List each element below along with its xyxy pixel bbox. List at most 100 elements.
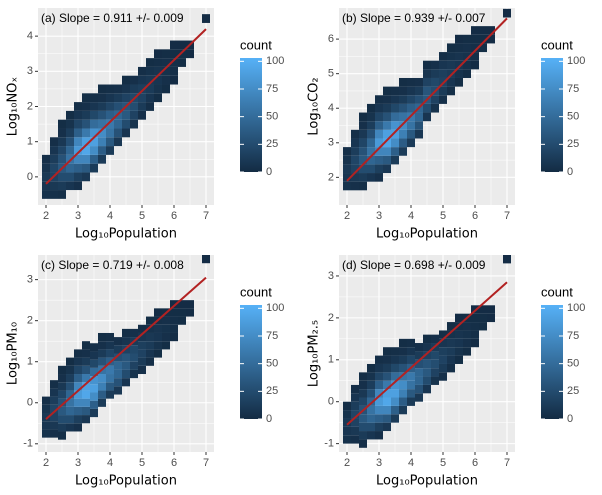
tile: [98, 84, 106, 94]
tile: [66, 172, 74, 182]
tile: [122, 119, 130, 129]
tile: [431, 77, 439, 87]
tile: [90, 154, 98, 164]
tile: [58, 406, 66, 416]
tile: [359, 380, 367, 390]
tile: [503, 255, 511, 264]
tile: [106, 365, 114, 375]
tile: [383, 414, 391, 423]
x-tick-label: 2: [43, 210, 49, 222]
tile: [90, 128, 98, 138]
tile: [90, 400, 98, 409]
legend-title: count: [240, 37, 272, 52]
tile: [50, 163, 58, 173]
tile: [50, 396, 58, 405]
x-tick-label: 7: [504, 457, 510, 469]
tile: [130, 353, 138, 362]
tile: [98, 341, 106, 350]
panel-title: (a) Slope = 0.911 +/- 0.009: [41, 11, 184, 25]
tile: [383, 121, 391, 130]
tile: [58, 119, 66, 129]
tile: [58, 390, 66, 399]
tile: [367, 414, 375, 423]
tile: [58, 423, 66, 432]
tile: [106, 119, 114, 129]
tile: [98, 382, 106, 391]
tile: [471, 52, 479, 61]
tile: [399, 77, 407, 87]
tile: [455, 338, 463, 348]
tile: [399, 338, 407, 348]
tile: [423, 60, 431, 70]
tile: [375, 112, 383, 122]
tile: [343, 435, 351, 444]
tile: [463, 322, 471, 331]
tile: [74, 172, 82, 182]
tile: [479, 322, 487, 331]
tile: [146, 341, 154, 350]
x-tick-label: 6: [171, 457, 177, 469]
tile: [375, 422, 383, 432]
x-tick-label: 2: [344, 210, 350, 222]
tile: [351, 426, 359, 436]
tile: [82, 406, 90, 416]
x-tick-label: 6: [171, 210, 177, 222]
tile: [186, 49, 194, 59]
tile: [138, 341, 146, 350]
tile: [455, 77, 463, 87]
tile: [58, 374, 66, 383]
tile: [106, 93, 114, 103]
tile: [154, 93, 162, 103]
fit-line: [45, 276, 207, 420]
tile: [170, 66, 178, 76]
tile: [391, 347, 399, 356]
tile: [90, 93, 98, 103]
tile: [367, 138, 375, 148]
tile: [90, 384, 98, 393]
tile: [455, 52, 463, 61]
tile: [90, 392, 98, 401]
tile: [351, 147, 359, 156]
tile: [82, 163, 90, 173]
tile: [367, 164, 375, 174]
tile: [471, 43, 479, 53]
tile: [439, 363, 447, 373]
tile: [447, 52, 455, 61]
tile: [415, 343, 423, 352]
tile: [407, 95, 415, 104]
tile: [439, 330, 447, 339]
tile: [138, 110, 146, 120]
tile: [383, 155, 391, 165]
tile: [146, 324, 154, 333]
tile: [399, 363, 407, 373]
x-tick-label: 3: [376, 210, 382, 222]
y-tick-label: 1: [27, 356, 33, 368]
tile: [391, 363, 399, 373]
tile: [423, 351, 431, 360]
tile: [162, 58, 170, 67]
tile: [415, 129, 423, 139]
tile: [343, 147, 351, 156]
tile: [122, 337, 130, 346]
tile: [383, 380, 391, 390]
tile: [455, 313, 463, 323]
tile: [415, 368, 423, 377]
tile: [138, 84, 146, 94]
tile: [66, 390, 74, 399]
tile: [90, 408, 98, 418]
y-tick-label: 5: [328, 68, 334, 80]
tile: [351, 435, 359, 444]
tile: [58, 398, 66, 407]
tile: [122, 369, 130, 379]
tile: [423, 334, 431, 344]
tile: [351, 384, 359, 394]
tile: [447, 338, 455, 348]
tile: [431, 351, 439, 360]
tile: [503, 8, 511, 18]
y-tick-label: 0: [328, 396, 334, 408]
tile: [42, 413, 50, 422]
tile: [407, 103, 415, 113]
tile: [98, 154, 106, 164]
tile: [58, 415, 66, 424]
tile: [106, 382, 114, 391]
